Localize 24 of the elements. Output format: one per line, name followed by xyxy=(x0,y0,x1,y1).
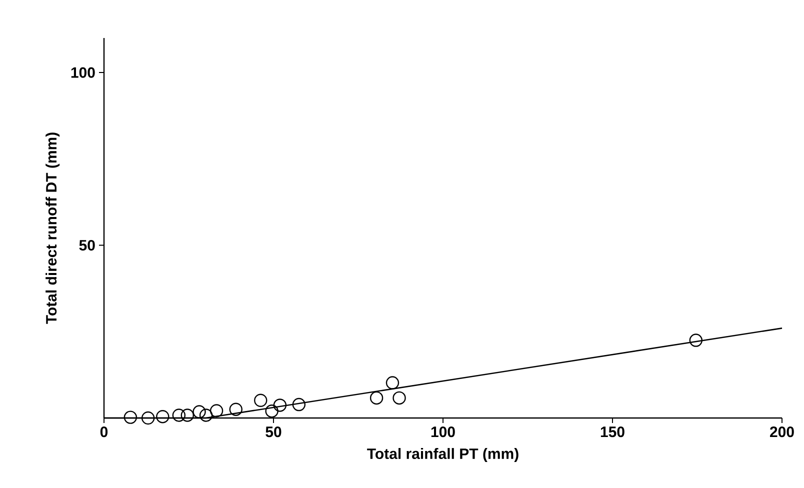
point xyxy=(386,376,400,390)
point xyxy=(265,404,278,418)
point xyxy=(273,398,287,412)
point xyxy=(141,411,155,425)
point xyxy=(229,402,242,416)
point xyxy=(370,391,384,405)
point xyxy=(156,410,170,424)
point xyxy=(254,394,268,407)
x-tick-label: 0 xyxy=(100,426,108,438)
x-tick-label: 50 xyxy=(266,426,282,438)
x-axis-title: Total rainfall PT (mm) xyxy=(367,448,518,462)
x-tick-label: 100 xyxy=(431,426,455,438)
x-tick-label: 150 xyxy=(600,426,624,438)
x-tick-label: 200 xyxy=(770,426,794,438)
point xyxy=(172,408,186,422)
point xyxy=(192,405,206,418)
point xyxy=(292,398,306,412)
point xyxy=(689,334,702,347)
point xyxy=(392,391,406,405)
point xyxy=(199,408,213,422)
point xyxy=(124,410,138,424)
point xyxy=(180,408,194,422)
y-axis-title: Total direct runoff DT (mm) xyxy=(46,132,60,324)
point xyxy=(210,404,224,418)
